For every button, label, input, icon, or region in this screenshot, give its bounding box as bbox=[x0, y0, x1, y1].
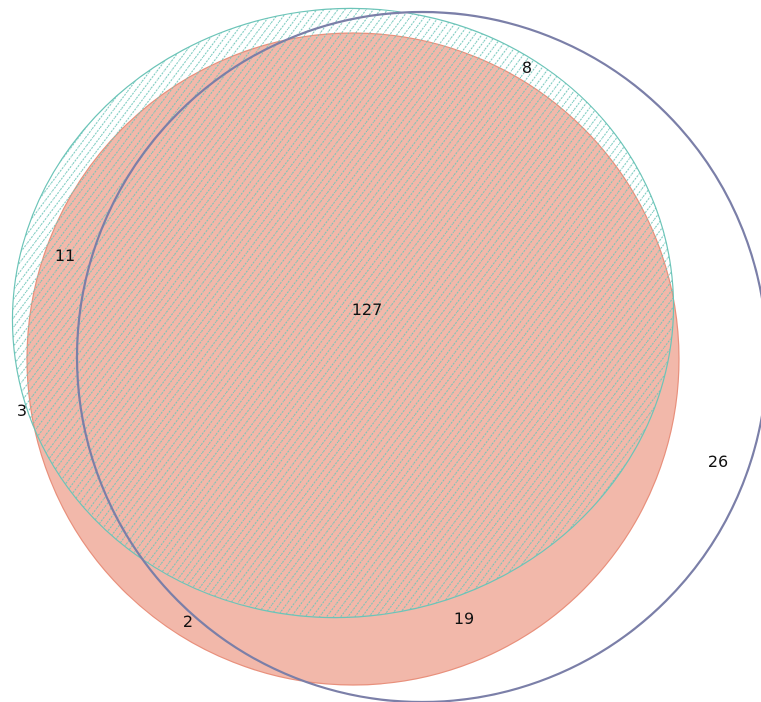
set-c-ellipse bbox=[76, 11, 761, 702]
region-label-b-only: 3 bbox=[17, 401, 27, 420]
region-label-abc: 127 bbox=[352, 300, 383, 319]
region-label-bc: 8 bbox=[522, 58, 532, 77]
region-label-ab: 11 bbox=[55, 246, 75, 265]
region-label-c-only: 26 bbox=[708, 452, 728, 471]
region-label-ac: 19 bbox=[454, 609, 474, 628]
region-label-a-only: 2 bbox=[183, 612, 193, 631]
set-b-ellipse bbox=[11, 7, 675, 619]
